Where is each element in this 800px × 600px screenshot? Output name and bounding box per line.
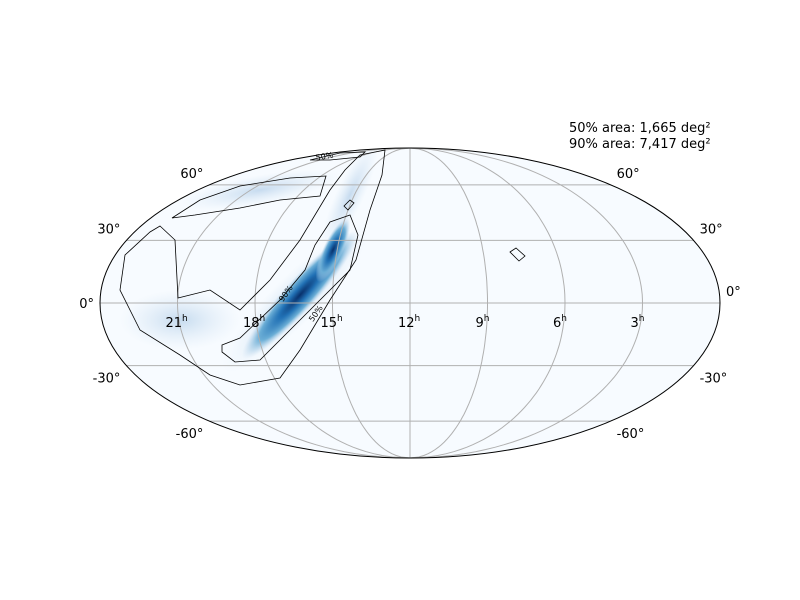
lat-label-left: 60° bbox=[180, 167, 203, 182]
ra-unit: h bbox=[484, 314, 490, 324]
contour-50 bbox=[221, 214, 359, 363]
ra-unit: h bbox=[337, 314, 343, 324]
lat-label-right: -60° bbox=[617, 427, 645, 442]
ra-number: 12 bbox=[398, 316, 415, 331]
lat-label-right: 30° bbox=[700, 222, 723, 237]
ra-label: 9h bbox=[476, 314, 490, 331]
ra-unit: h bbox=[415, 314, 421, 324]
ra-label: 21h bbox=[166, 314, 188, 331]
ra-unit: h bbox=[639, 314, 645, 324]
ra-unit: h bbox=[561, 314, 567, 324]
lat-label-right: -30° bbox=[700, 372, 728, 387]
ra-number: 9 bbox=[476, 316, 484, 331]
ra-label: 3h bbox=[631, 314, 645, 331]
lat-label-left: -30° bbox=[93, 372, 121, 387]
annotation: 50% area: 1,665 deg² bbox=[569, 121, 711, 136]
ra-unit: h bbox=[260, 314, 266, 324]
ra-label: 12h bbox=[398, 314, 420, 331]
ra-number: 3 bbox=[631, 316, 639, 331]
contour-90 bbox=[171, 175, 327, 219]
ra-label: 6h bbox=[553, 314, 567, 331]
ra-label: 18h bbox=[243, 314, 265, 331]
sky-boundary bbox=[99, 147, 721, 459]
contour-90 bbox=[309, 151, 367, 161]
lat-label-right: 60° bbox=[617, 167, 640, 182]
lat-label-left: -60° bbox=[176, 427, 204, 442]
ra-number: 18 bbox=[243, 316, 260, 331]
annotation: 90% area: 7,417 deg² bbox=[569, 137, 711, 152]
contour-90 bbox=[119, 149, 386, 386]
ra-label: 15h bbox=[321, 314, 343, 331]
graticule bbox=[100, 147, 720, 459]
lat-label-left: 0° bbox=[79, 297, 94, 312]
contour-small bbox=[509, 247, 526, 262]
contours bbox=[119, 149, 526, 386]
ra-unit: h bbox=[182, 314, 188, 324]
ra-number: 6 bbox=[553, 316, 561, 331]
lat-label-right: 0° bbox=[726, 285, 741, 300]
contour-small bbox=[343, 199, 355, 211]
ra-number: 15 bbox=[321, 316, 338, 331]
ra-number: 21 bbox=[166, 316, 183, 331]
lat-label-left: 30° bbox=[97, 222, 120, 237]
